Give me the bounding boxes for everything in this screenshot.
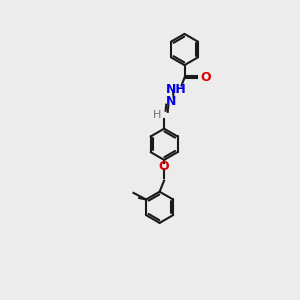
Text: N: N <box>166 95 176 108</box>
Text: O: O <box>200 71 211 84</box>
Text: NH: NH <box>166 82 187 96</box>
Text: H: H <box>153 110 162 120</box>
Text: O: O <box>159 160 170 173</box>
